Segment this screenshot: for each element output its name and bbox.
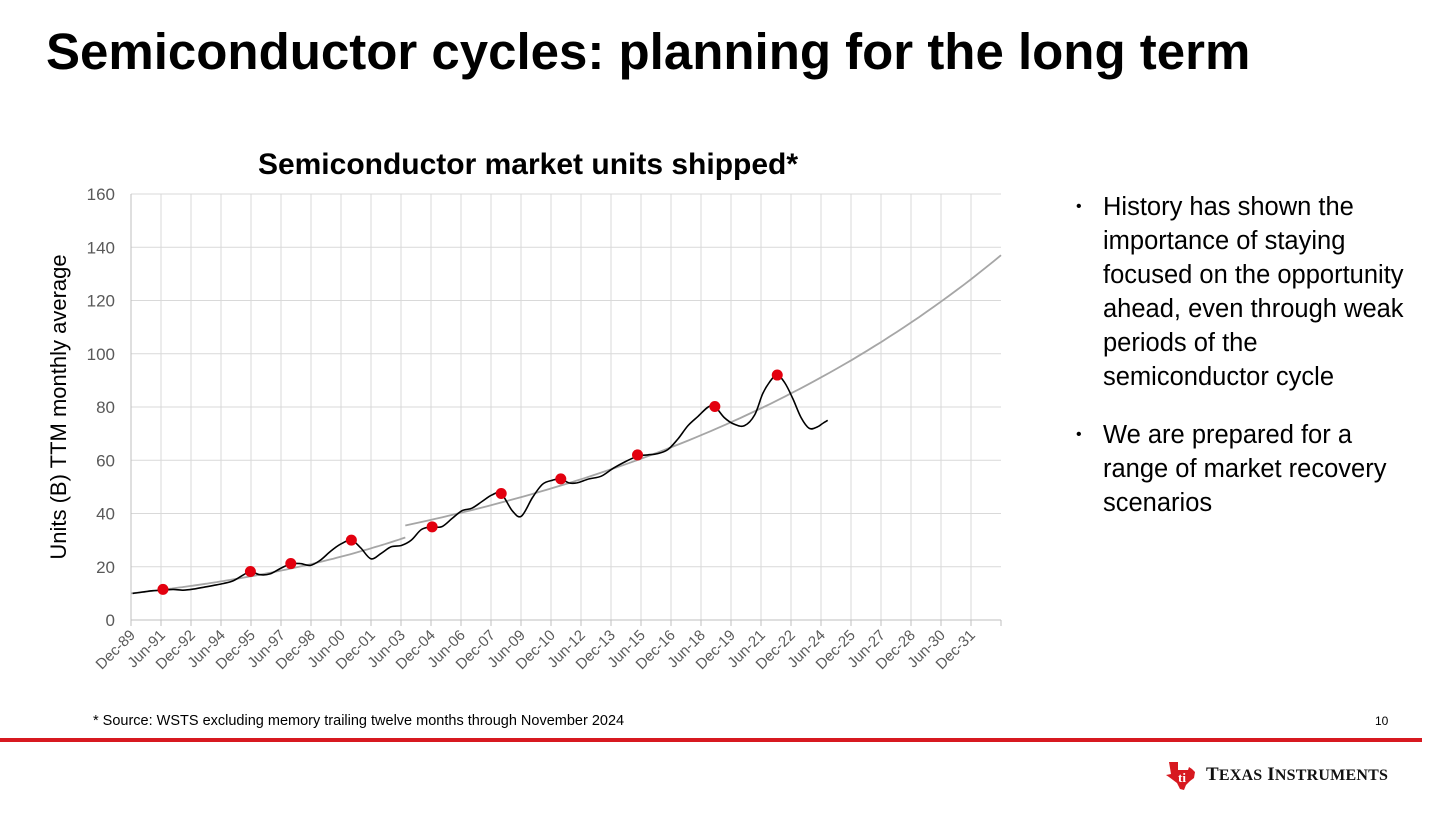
chart-title: Semiconductor market units shipped* [258, 148, 798, 181]
peak-point [426, 521, 438, 533]
trend-line [405, 254, 1002, 527]
y-tick-label: 80 [96, 398, 115, 417]
source-note: * Source: WSTS excluding memory trailing… [93, 713, 625, 729]
x-tick-labels: Dec-89Jun-91Dec-92Jun-94Dec-95Jun-97Dec-… [93, 627, 979, 673]
y-tick-labels: 0 20 40 60 80 100 120 140 160 [87, 185, 115, 630]
peak-point [495, 488, 507, 500]
peak-point [555, 473, 567, 485]
ti-logo: ti TEXAS INSTRUMENTS [1164, 758, 1388, 792]
peak-point [771, 369, 783, 381]
axes [130, 194, 1002, 626]
slide-title: Semiconductor cycles: planning for the l… [46, 23, 1251, 80]
bullet-list: • History has shown the importance of sta… [1074, 190, 1404, 544]
y-tick-label: 160 [87, 185, 115, 204]
y-tick-label: 60 [96, 451, 115, 470]
texas-state-ti-icon: ti [1166, 762, 1195, 790]
actual-line [132, 374, 829, 595]
ti-wordmark: TEXAS INSTRUMENTS [1206, 764, 1389, 785]
bullet-text: We are prepared for a range of market re… [1103, 421, 1387, 517]
peak-markers [157, 369, 783, 595]
y-tick-label: 100 [87, 345, 115, 364]
y-tick-label: 20 [96, 558, 115, 577]
trend-line [130, 536, 406, 595]
peak-point [157, 583, 169, 595]
y-tick-label: 120 [87, 292, 115, 311]
y-tick-label: 0 [106, 611, 115, 630]
bullet-text: History has shown the importance of stay… [1103, 193, 1404, 391]
y-tick-label: 140 [87, 238, 115, 257]
bullet-item: • We are prepared for a range of market r… [1074, 418, 1404, 520]
svg-text:ti: ti [1178, 770, 1186, 785]
bullet-dot-icon: • [1076, 198, 1082, 215]
y-axis-label: Units (B) TTM monthly average [46, 254, 71, 559]
bullet-dot-icon: • [1076, 426, 1082, 443]
bullet-item: • History has shown the importance of sta… [1074, 190, 1404, 394]
red-divider [0, 738, 1422, 742]
peak-point [285, 558, 297, 570]
peak-point [345, 534, 357, 546]
grid-lines [131, 193, 1001, 620]
page-number: 10 [1375, 714, 1389, 728]
peak-point [244, 566, 256, 578]
y-tick-label: 40 [96, 505, 115, 524]
units-shipped-chart: Semiconductor market units shipped* Unit… [46, 148, 1002, 673]
peak-point [709, 400, 721, 412]
actual-series [132, 374, 829, 595]
peak-point [632, 449, 644, 461]
trend-lines [130, 254, 1002, 595]
